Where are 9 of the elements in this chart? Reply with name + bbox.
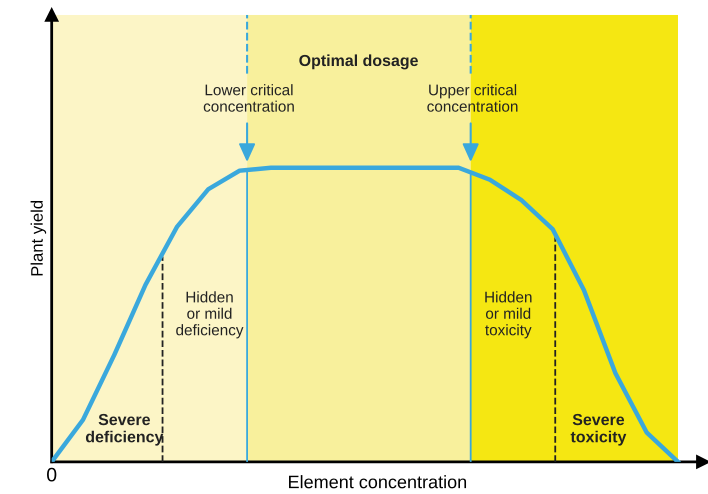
text: 0: [47, 468, 56, 482]
annotation: Hidden or mild deficiency: [176, 291, 244, 338]
text: Optimal dosage: [299, 54, 418, 70]
x-axis-title: Element concentration: [289, 475, 466, 488]
annotation: Severe deficiency: [86, 414, 164, 446]
annotation: Severe toxicity: [570, 414, 626, 446]
annotation: Hidden or mild toxicity: [485, 291, 532, 338]
text: Lower critical concentration: [204, 84, 294, 112]
y-axis-title: Plant yield: [30, 200, 46, 276]
